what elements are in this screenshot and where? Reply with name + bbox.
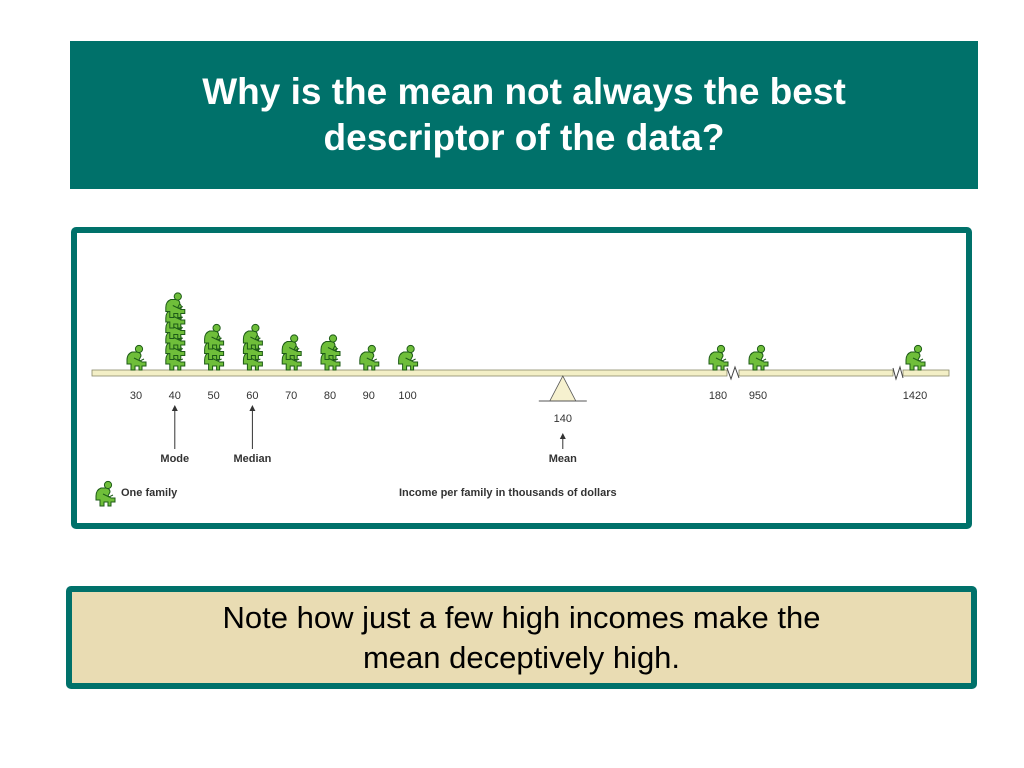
- legend-person-icon: [95, 480, 116, 507]
- family-stack-80: [320, 334, 341, 371]
- tick-label-50: 50: [207, 390, 219, 402]
- x-axis-ticks: 30 40 50 60 70 80 90 100 140 180 950 1420: [130, 390, 927, 425]
- arrow-up-icon: [171, 405, 178, 411]
- tick-label-180: 180: [709, 390, 727, 402]
- family-icon: [398, 344, 419, 371]
- family-icon: [126, 344, 147, 371]
- axis-break: [726, 365, 740, 381]
- family-stack-950: [748, 344, 769, 371]
- statistic-markers: Mode Median Mean: [160, 405, 577, 465]
- chart-frame: 30 40 50 60 70 80 90 100 140 180 950 1420 Mode Media…: [71, 227, 972, 529]
- legend-label: One family: [121, 487, 178, 499]
- family-stacks: [126, 292, 926, 371]
- note-box: Note how just a few high incomes make th…: [66, 586, 977, 689]
- tick-label-100: 100: [398, 390, 416, 402]
- family-stack-60: [242, 323, 263, 371]
- income-pictograph-chart: 30 40 50 60 70 80 90 100 140 180 950 1420 Mode Media…: [91, 292, 950, 507]
- arrow-up-icon: [559, 433, 566, 439]
- tick-label-80: 80: [324, 390, 336, 402]
- tick-label-140: 140: [554, 413, 572, 425]
- tick-label-40: 40: [169, 390, 181, 402]
- axis-break: [892, 365, 904, 381]
- note-text: Note how just a few high incomes make th…: [222, 599, 821, 675]
- mean-fulcrum: [549, 375, 577, 402]
- title-bar: Why is the mean not always the best desc…: [70, 41, 978, 189]
- arrow-up-icon: [249, 405, 256, 411]
- x-axis-label: Income per family in thousands of dollar…: [399, 487, 617, 499]
- tick-label-950: 950: [749, 390, 767, 402]
- family-icon: [359, 344, 380, 371]
- family-icon: [905, 344, 926, 371]
- slide-title: Why is the mean not always the best desc…: [202, 71, 846, 158]
- family-stack-100: [398, 344, 419, 371]
- tick-label-1420: 1420: [903, 390, 927, 402]
- family-icon: [748, 344, 769, 371]
- tick-label-70: 70: [285, 390, 297, 402]
- family-stack-70: [281, 334, 302, 371]
- family-stack-30: [126, 344, 147, 371]
- family-stack-40: [165, 292, 186, 371]
- tick-label-60: 60: [246, 390, 258, 402]
- legend: One family: [95, 480, 178, 507]
- family-stack-180: [708, 344, 729, 371]
- marker-median: Median: [233, 405, 272, 465]
- beam: [91, 365, 950, 402]
- beam-segment: [902, 369, 950, 377]
- family-stack-1420: [905, 344, 926, 371]
- beam-segment: [91, 369, 728, 377]
- marker-label: Mode: [160, 453, 189, 465]
- family-icon: [708, 344, 729, 371]
- beam-segment: [738, 369, 894, 377]
- tick-label-30: 30: [130, 390, 142, 402]
- marker-label: Mean: [549, 453, 577, 465]
- marker-mean: Mean: [549, 433, 577, 465]
- tick-label-90: 90: [363, 390, 375, 402]
- marker-mode: Mode: [160, 405, 189, 465]
- marker-label: Median: [233, 453, 271, 465]
- family-stack-50: [204, 323, 225, 371]
- family-stack-90: [359, 344, 380, 371]
